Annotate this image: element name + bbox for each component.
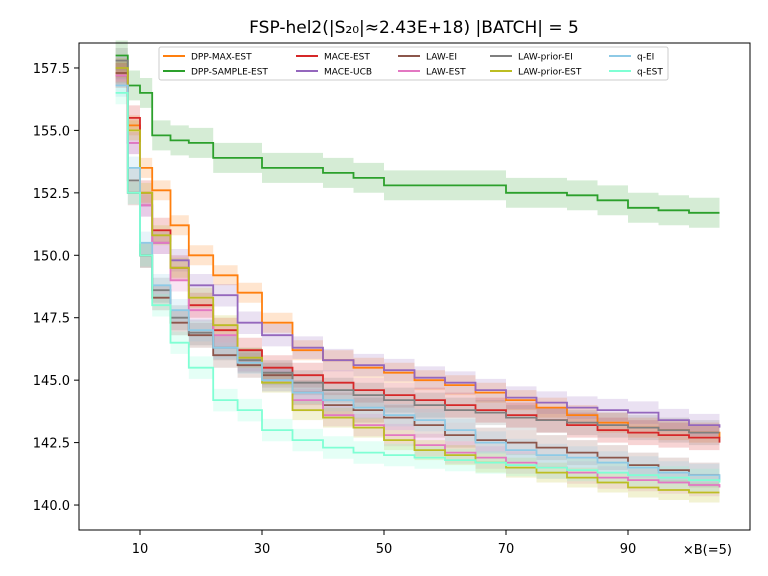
x-tick-label: 30 bbox=[254, 542, 271, 557]
y-tick-label: 145.0 bbox=[33, 374, 70, 389]
legend-label: MACE-EST bbox=[324, 53, 370, 63]
legend-label: LAW-EST bbox=[426, 68, 466, 78]
y-tick-label: 152.5 bbox=[33, 187, 70, 202]
x-axis: 10 30 50 70 90 bbox=[132, 530, 637, 557]
band-mace-ucb bbox=[115, 56, 720, 439]
series-line-q-ei bbox=[115, 84, 721, 481]
y-tick-label: 140.0 bbox=[33, 499, 70, 514]
legend: DPP-MAX-EST DPP-SAMPLE-EST MACE-EST MACE-UC… bbox=[158, 46, 669, 81]
x-tick-label: 10 bbox=[132, 542, 149, 557]
series-line-dpp-sample-est bbox=[115, 54, 720, 214]
legend-label: LAW-prior-EI bbox=[518, 53, 573, 63]
band-law-prior-est bbox=[115, 58, 720, 503]
y-tick-label: 142.5 bbox=[33, 437, 70, 452]
series-line-q-est bbox=[115, 92, 721, 483]
band-mace-est bbox=[115, 63, 720, 456]
legend-label: LAW-prior-EST bbox=[518, 68, 582, 78]
y-axis: 140.0 142.5 145.0 147.5 150.0 152.5 155.0 157.5 bbox=[33, 62, 79, 514]
y-tick-label: 147.5 bbox=[33, 312, 70, 327]
band-q-ei bbox=[115, 74, 720, 492]
chart-title: FSP-hel2(|S₂₀|≈2.43E+18) |BATCH| = 5 bbox=[249, 18, 579, 38]
legend-label: LAW-EI bbox=[426, 53, 457, 63]
series-line-law-prior-est bbox=[115, 67, 720, 494]
legend-label: DPP-SAMPLE-EST bbox=[191, 68, 268, 78]
legend-box bbox=[158, 46, 669, 81]
legend-label: MACE-UCB bbox=[324, 68, 372, 78]
x-tick-label: 50 bbox=[376, 542, 393, 557]
y-tick-label: 157.5 bbox=[33, 62, 70, 77]
y-tick-label: 150.0 bbox=[33, 249, 70, 264]
series-lines bbox=[115, 54, 721, 494]
x-tick-label: 90 bbox=[620, 542, 637, 557]
x-tick-label: 70 bbox=[498, 542, 515, 557]
legend-label: q-EST bbox=[637, 68, 663, 78]
band-law-est bbox=[115, 64, 720, 499]
legend-label: q-EI bbox=[637, 53, 654, 63]
y-tick-label: 155.0 bbox=[33, 124, 70, 139]
band-dpp-max-est bbox=[115, 63, 720, 448]
plot-frame bbox=[78, 42, 751, 531]
band-dpp-sample-est bbox=[115, 40, 720, 228]
x-axis-label: ×B(=5) bbox=[683, 543, 732, 558]
legend-label: DPP-MAX-EST bbox=[191, 53, 252, 63]
